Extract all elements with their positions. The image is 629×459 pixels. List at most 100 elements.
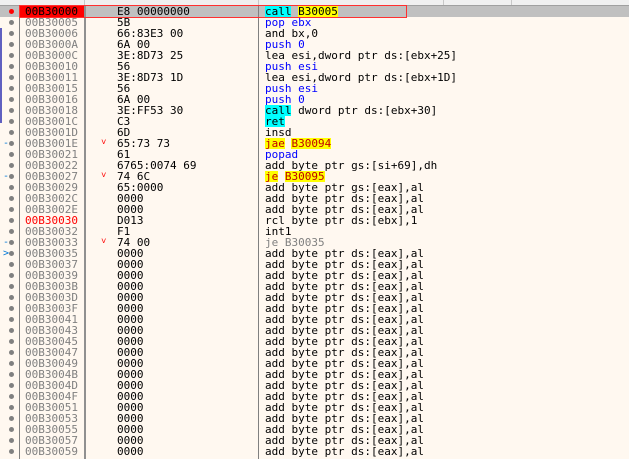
address-cell[interactable]: 00B30011 [25, 71, 78, 84]
instruction-cell[interactable]: je B30095 [265, 170, 325, 183]
address-cell[interactable]: 00B30043 [25, 324, 78, 337]
bytes-cell[interactable]: 0000 [117, 401, 144, 414]
bytes-cell[interactable]: 56 [117, 60, 131, 73]
bytes-cell[interactable]: 0000 [117, 313, 144, 326]
breakpoint-toggle-icon[interactable] [9, 306, 14, 311]
header-divider[interactable] [511, 0, 512, 5]
bytes-cell[interactable]: 3E:8D73 1D [117, 71, 184, 84]
instruction-cell[interactable]: add byte ptr ds:[eax],al [265, 324, 424, 337]
bytes-cell[interactable]: 3E:8D73 25 [117, 49, 184, 62]
bytes-cell[interactable]: 56 [117, 82, 131, 95]
address-cell[interactable]: 00B3003F [25, 302, 78, 315]
breakpoint-toggle-icon[interactable] [9, 240, 14, 245]
instruction-cell[interactable]: popad [265, 148, 299, 161]
disassembly-row[interactable]: 00B30015 56 push esi [0, 83, 629, 94]
bytes-cell[interactable]: 0000 [117, 335, 144, 348]
bytes-cell[interactable]: C3 [117, 115, 131, 128]
address-cell[interactable]: 00B30027 [25, 170, 78, 183]
disassembly-row[interactable]: 00B3000A 6A 00 push 0 [0, 39, 629, 50]
breakpoint-toggle-icon[interactable] [9, 130, 14, 135]
instruction-cell[interactable]: rcl byte ptr ds:[ebx],1 [265, 214, 418, 227]
address-cell[interactable]: 00B30051 [25, 401, 78, 414]
disassembly-row[interactable]: 00B30045 0000 add byte ptr ds:[eax],al [0, 336, 629, 347]
breakpoint-toggle-icon[interactable] [9, 372, 14, 377]
disassembly-row[interactable]: 00B30053 0000 add byte ptr ds:[eax],al [0, 413, 629, 424]
instruction-cell[interactable]: add byte ptr ds:[eax],al [265, 357, 424, 370]
address-cell[interactable]: 00B30035 [25, 247, 78, 260]
disassembly-row[interactable]: 00B3004F 0000 add byte ptr ds:[eax],al [0, 391, 629, 402]
disassembly-row[interactable]: 00B30006 66:83E3 00 and bx,0 [0, 28, 629, 39]
disassembly-row[interactable]: 00B3003F 0000 add byte ptr ds:[eax],al [0, 303, 629, 314]
breakpoint-toggle-icon[interactable] [9, 251, 14, 256]
bytes-cell[interactable]: 0000 [117, 324, 144, 337]
address-cell[interactable]: 00B30018 [25, 104, 78, 117]
bytes-cell[interactable]: 0000 [117, 368, 144, 381]
bytes-cell[interactable]: 0000 [117, 390, 144, 403]
disassembly-row[interactable]: 00B3003D 0000 add byte ptr ds:[eax],al [0, 292, 629, 303]
instruction-cell[interactable]: je B30035 [265, 236, 325, 249]
disassembly-row[interactable]: 00B3004B 0000 add byte ptr ds:[eax],al [0, 369, 629, 380]
instruction-cell[interactable]: add byte ptr ds:[eax],al [265, 445, 424, 458]
bytes-cell[interactable]: 74 00 [117, 236, 151, 249]
disassembly-row[interactable]: 00B30037 0000 add byte ptr ds:[eax],al [0, 259, 629, 270]
instruction-cell[interactable]: add byte ptr ds:[eax],al [265, 368, 424, 381]
instruction-cell[interactable]: add byte ptr ds:[eax],al [265, 192, 424, 205]
address-cell[interactable]: 00B30033 [25, 236, 78, 249]
address-cell[interactable]: 00B3001E [25, 137, 78, 150]
address-cell[interactable]: 00B30021 [25, 148, 78, 161]
instruction-cell[interactable]: add byte ptr ds:[eax],al [265, 335, 424, 348]
address-cell[interactable]: 00B3004D [25, 379, 78, 392]
breakpoint-toggle-icon[interactable] [9, 273, 14, 278]
disassembly-row[interactable]: 00B30043 0000 add byte ptr ds:[eax],al [0, 325, 629, 336]
breakpoint-toggle-icon[interactable] [9, 207, 14, 212]
disassembly-row[interactable]: 00B30005 5B pop ebx [0, 17, 629, 28]
instruction-cell[interactable]: add byte ptr ds:[eax],al [265, 401, 424, 414]
instruction-cell[interactable]: add byte ptr ds:[eax],al [265, 379, 424, 392]
address-cell[interactable]: 00B3004B [25, 368, 78, 381]
bytes-cell[interactable]: 0000 [117, 412, 144, 425]
breakpoint-toggle-icon[interactable] [9, 97, 14, 102]
instruction-cell[interactable]: add byte ptr gs:[eax],al [265, 181, 424, 194]
instruction-cell[interactable]: jae B30094 [265, 137, 332, 150]
bytes-cell[interactable]: 6A 00 [117, 38, 151, 51]
disassembly-row[interactable]: 00B30011 3E:8D73 1D lea esi,dword ptr ds:[… [0, 72, 629, 83]
breakpoint-toggle-icon[interactable] [9, 416, 14, 421]
disassembly-row[interactable]: 00B30057 0000 add byte ptr ds:[eax],al [0, 435, 629, 446]
instruction-cell[interactable]: and bx,0 [265, 27, 318, 40]
bytes-cell[interactable]: 0000 [117, 346, 144, 359]
address-cell[interactable]: 00B3004F [25, 390, 78, 403]
instruction-cell[interactable]: lea esi,dword ptr ds:[ebx+25] [265, 49, 458, 62]
instruction-cell[interactable]: add byte ptr ds:[eax],al [265, 423, 424, 436]
bytes-cell[interactable]: 6765:0074 69 [117, 159, 197, 172]
address-cell[interactable]: 00B3000A [25, 38, 78, 51]
address-cell[interactable]: 00B30000 [20, 6, 84, 17]
disassembly-row[interactable]: 00B30051 0000 add byte ptr ds:[eax],al [0, 402, 629, 413]
address-cell[interactable]: 00B30047 [25, 346, 78, 359]
breakpoint-toggle-icon[interactable] [9, 75, 14, 80]
address-cell[interactable]: 00B30057 [25, 434, 78, 447]
disassembly-row[interactable]: 00B30029 65:0000 add byte ptr gs:[eax],al [0, 182, 629, 193]
address-cell[interactable]: 00B3002C [25, 192, 78, 205]
address-cell[interactable]: 00B30032 [25, 225, 78, 238]
disassembly-row[interactable]: 00B30041 0000 add byte ptr ds:[eax],al [0, 314, 629, 325]
breakpoint-toggle-icon[interactable] [9, 394, 14, 399]
instruction-cell[interactable]: insd [265, 126, 292, 139]
bytes-cell[interactable]: 66:83E3 00 [117, 27, 184, 40]
address-cell[interactable]: 00B30016 [25, 93, 78, 106]
breakpoint-toggle-icon[interactable] [9, 350, 14, 355]
breakpoint-toggle-icon[interactable] [9, 218, 14, 223]
breakpoint-toggle-icon[interactable] [9, 42, 14, 47]
instruction-cell[interactable]: add byte ptr ds:[eax],al [265, 280, 424, 293]
disassembly-row[interactable]: 00B30059 0000 add byte ptr ds:[eax],al [0, 446, 629, 457]
address-cell[interactable]: 00B30010 [25, 60, 78, 73]
breakpoint-toggle-icon[interactable] [9, 108, 14, 113]
bytes-cell[interactable]: 61 [117, 148, 131, 161]
address-cell[interactable]: 00B30055 [25, 423, 78, 436]
breakpoint-toggle-icon[interactable] [9, 163, 14, 168]
instruction-cell[interactable]: pop ebx [265, 16, 312, 29]
instruction-cell[interactable]: add byte ptr ds:[eax],al [265, 247, 424, 260]
bytes-cell[interactable]: 6A 00 [117, 93, 151, 106]
breakpoint-toggle-icon[interactable] [9, 295, 14, 300]
disassembly-row[interactable]: 00B3004D 0000 add byte ptr ds:[eax],al [0, 380, 629, 391]
instruction-cell[interactable]: push esi [265, 60, 318, 73]
